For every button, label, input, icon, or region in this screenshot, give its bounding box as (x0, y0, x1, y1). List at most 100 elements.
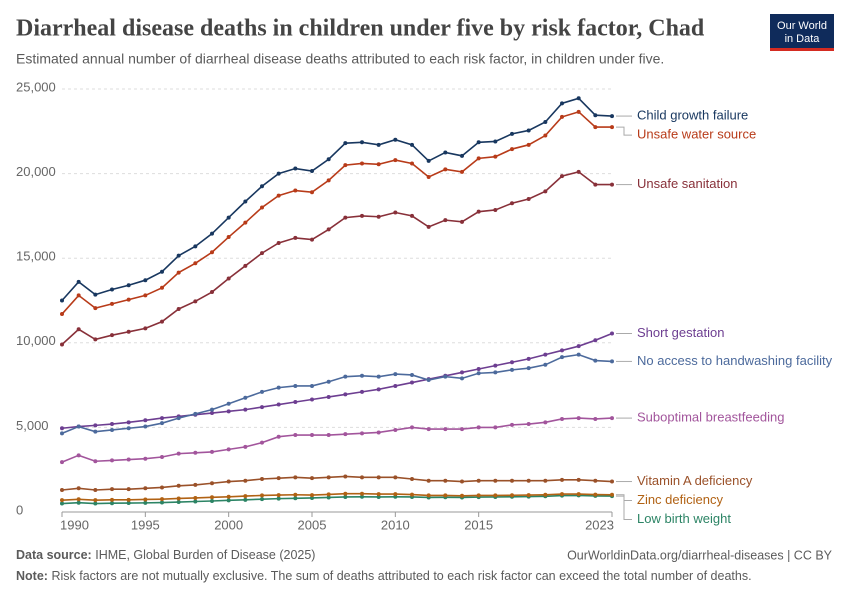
data-point (510, 131, 514, 136)
data-point (293, 188, 298, 193)
data-point (410, 380, 414, 385)
source-label: Data source: (16, 548, 92, 562)
data-point (93, 292, 98, 297)
data-point (60, 431, 64, 436)
data-point (160, 319, 164, 324)
data-point (110, 501, 114, 506)
legend-label: Short gestation (637, 325, 724, 340)
label-connector (616, 495, 632, 521)
data-point (360, 213, 364, 218)
data-point (343, 392, 348, 397)
data-point (260, 493, 264, 498)
data-point (76, 327, 81, 332)
data-point (593, 358, 598, 363)
data-point (293, 400, 298, 405)
data-point (576, 344, 581, 349)
data-point (443, 218, 448, 223)
source-url[interactable]: OurWorldinData.org/diarrheal-diseases | … (567, 548, 833, 562)
data-point (560, 355, 564, 360)
data-point (543, 362, 548, 367)
data-point (226, 409, 231, 414)
data-point (510, 422, 514, 427)
data-point (410, 425, 414, 430)
data-point (176, 416, 181, 421)
data-point (310, 237, 314, 242)
data-point (193, 411, 198, 416)
data-point (326, 492, 331, 497)
legend-label: Child growth failure (637, 108, 748, 123)
x-tick-label: 2005 (298, 517, 327, 532)
data-point (193, 261, 198, 266)
data-point (610, 416, 614, 421)
logo[interactable]: Our World in Data (770, 14, 834, 51)
data-point (610, 125, 614, 130)
data-point (393, 475, 398, 480)
data-point (510, 201, 514, 206)
data-point (160, 500, 164, 505)
data-point (193, 299, 198, 304)
data-point (193, 482, 198, 487)
data-point (376, 387, 381, 392)
data-point (360, 431, 364, 436)
series-line (61, 417, 613, 463)
data-point (526, 196, 531, 201)
chart-subtitle: Estimated annual number of diarrheal dis… (16, 51, 664, 67)
y-tick-label: 0 (16, 502, 23, 517)
x-tick-label: 2000 (214, 517, 243, 532)
data-point (293, 383, 298, 388)
data-point (360, 140, 364, 145)
data-point (593, 338, 598, 343)
label-connector (616, 494, 632, 502)
data-point (410, 161, 414, 166)
data-point (126, 426, 131, 431)
data-point (426, 478, 431, 483)
data-point (560, 477, 564, 482)
note-text: Risk factors are not mutually exclusive.… (51, 569, 751, 583)
data-point (76, 279, 81, 284)
data-point (576, 416, 581, 421)
data-point (393, 210, 398, 215)
data-point (460, 370, 464, 375)
data-point (276, 193, 281, 198)
data-point (93, 337, 98, 342)
data-point (543, 420, 548, 425)
data-point (510, 367, 514, 372)
note-label: Note: (16, 569, 48, 583)
data-point (310, 495, 314, 500)
data-point (243, 220, 248, 225)
data-point (126, 497, 131, 502)
data-point (393, 492, 398, 497)
data-point (243, 497, 248, 502)
data-point (476, 425, 481, 430)
data-point (243, 444, 248, 449)
data-point (160, 416, 164, 421)
data-point (326, 433, 331, 438)
data-point (126, 457, 131, 462)
data-point (576, 169, 581, 174)
data-point (343, 374, 348, 379)
source: Data source: IHME, Global Burden of Dise… (16, 548, 315, 562)
data-point (426, 174, 431, 179)
data-point (310, 433, 314, 438)
data-point (110, 497, 114, 502)
data-point (60, 312, 64, 317)
data-point (126, 329, 131, 334)
data-point (176, 451, 181, 456)
data-point (476, 478, 481, 483)
data-point (243, 263, 248, 268)
data-point (393, 427, 398, 432)
data-point (376, 494, 381, 499)
data-point (360, 389, 364, 394)
data-point (343, 491, 348, 496)
data-point (76, 293, 81, 298)
data-point (276, 171, 281, 176)
data-point (76, 424, 81, 429)
data-point (276, 434, 281, 439)
data-point (310, 190, 314, 195)
data-point (493, 425, 498, 430)
data-point (126, 501, 131, 506)
data-point (260, 497, 264, 502)
data-point (426, 158, 431, 163)
data-point (226, 498, 231, 503)
